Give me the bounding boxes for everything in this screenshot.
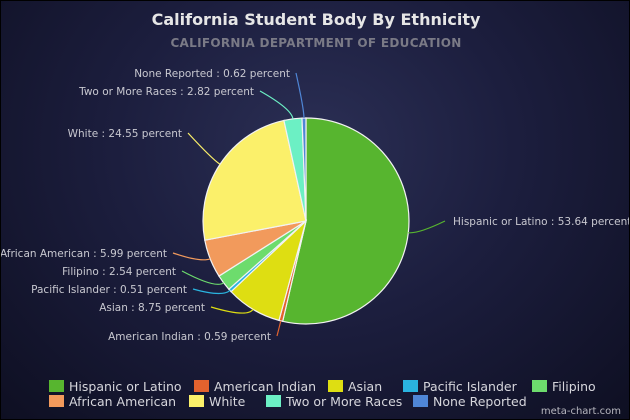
legend-label-white: White: [209, 394, 246, 409]
legend-item-american-indian[interactable]: American Indian: [194, 379, 316, 394]
legend-swatch-asian: [328, 380, 343, 392]
slice-label-pacific-islander: Pacific Islander : 0.51 percent: [31, 284, 187, 296]
legend-item-african-american[interactable]: African American: [49, 394, 176, 409]
slice-label-african-american: African American : 5.99 percent: [1, 248, 167, 260]
legend-item-none-reported[interactable]: None Reported: [413, 394, 527, 409]
chart-subtitle: CALIFORNIA DEPARTMENT OF EDUCATION: [170, 36, 461, 50]
legend-label-filipino: Filipino: [552, 379, 596, 394]
slice-label-hispanic-or-latino: Hispanic or Latino : 53.64 percent: [453, 216, 630, 228]
pie-slice-white[interactable]: [202, 119, 307, 241]
leader-line-two-or-more-races: [259, 90, 294, 119]
slice-label-none-reported: None Reported : 0.62 percent: [134, 68, 290, 80]
leader-line-white: [187, 132, 221, 165]
legend-swatch-american-indian: [194, 380, 209, 392]
legend-swatch-none-reported: [413, 395, 428, 407]
leader-line-asian: [210, 306, 254, 314]
legend-label-pacific-islander: Pacific Islander: [423, 379, 518, 394]
leader-line-none-reported: [295, 72, 305, 119]
legend-item-hispanic-or-latino[interactable]: Hispanic or Latino: [49, 379, 182, 394]
slice-labels: Hispanic or Latino : 53.64 percent Americ…: [1, 68, 630, 343]
slice-label-american-indian: American Indian : 0.59 percent: [108, 331, 271, 343]
leader-lines: [172, 72, 446, 337]
pie-slice-none-reported[interactable]: [301, 117, 307, 222]
legend: Hispanic or Latino American Indian Asian Pa…: [49, 379, 596, 409]
legend-item-pacific-islander[interactable]: Pacific Islander: [403, 379, 518, 394]
legend-label-african-american: African American: [69, 394, 176, 409]
legend-label-american-indian: American Indian: [214, 379, 316, 394]
slice-label-two-or-more-races: Two or More Races : 2.82 percent: [78, 86, 254, 98]
slice-label-filipino: Filipino : 2.54 percent: [62, 266, 176, 278]
legend-item-white[interactable]: White: [189, 394, 246, 409]
legend-swatch-filipino: [532, 380, 547, 392]
legend-swatch-white: [189, 395, 204, 407]
legend-item-two-or-more-races[interactable]: Two or More Races: [266, 394, 402, 409]
legend-swatch-hispanic-or-latino: [49, 380, 64, 392]
legend-label-hispanic-or-latino: Hispanic or Latino: [69, 379, 182, 394]
leader-line-pacific-islander: [192, 288, 231, 295]
credit-text: meta-chart.com: [541, 406, 621, 417]
legend-item-filipino[interactable]: Filipino: [532, 379, 596, 394]
legend-swatch-two-or-more-races: [266, 395, 281, 407]
leader-line-african-american: [172, 252, 211, 261]
leader-line-filipino: [181, 270, 224, 285]
legend-swatch-african-american: [49, 395, 64, 407]
slice-label-white: White : 24.55 percent: [68, 128, 182, 140]
legend-item-asian[interactable]: Asian: [328, 379, 382, 394]
pie-slices: [202, 117, 410, 325]
chart-title: California Student Body By Ethnicity: [152, 10, 481, 29]
slice-label-asian: Asian : 8.75 percent: [99, 302, 205, 314]
legend-swatch-pacific-islander: [403, 380, 418, 392]
leader-line-american-indian: [276, 320, 282, 337]
leader-line-hispanic-or-latino: [408, 220, 446, 234]
legend-label-two-or-more-races: Two or More Races: [285, 394, 402, 409]
legend-label-none-reported: None Reported: [433, 394, 527, 409]
legend-label-asian: Asian: [348, 379, 382, 394]
